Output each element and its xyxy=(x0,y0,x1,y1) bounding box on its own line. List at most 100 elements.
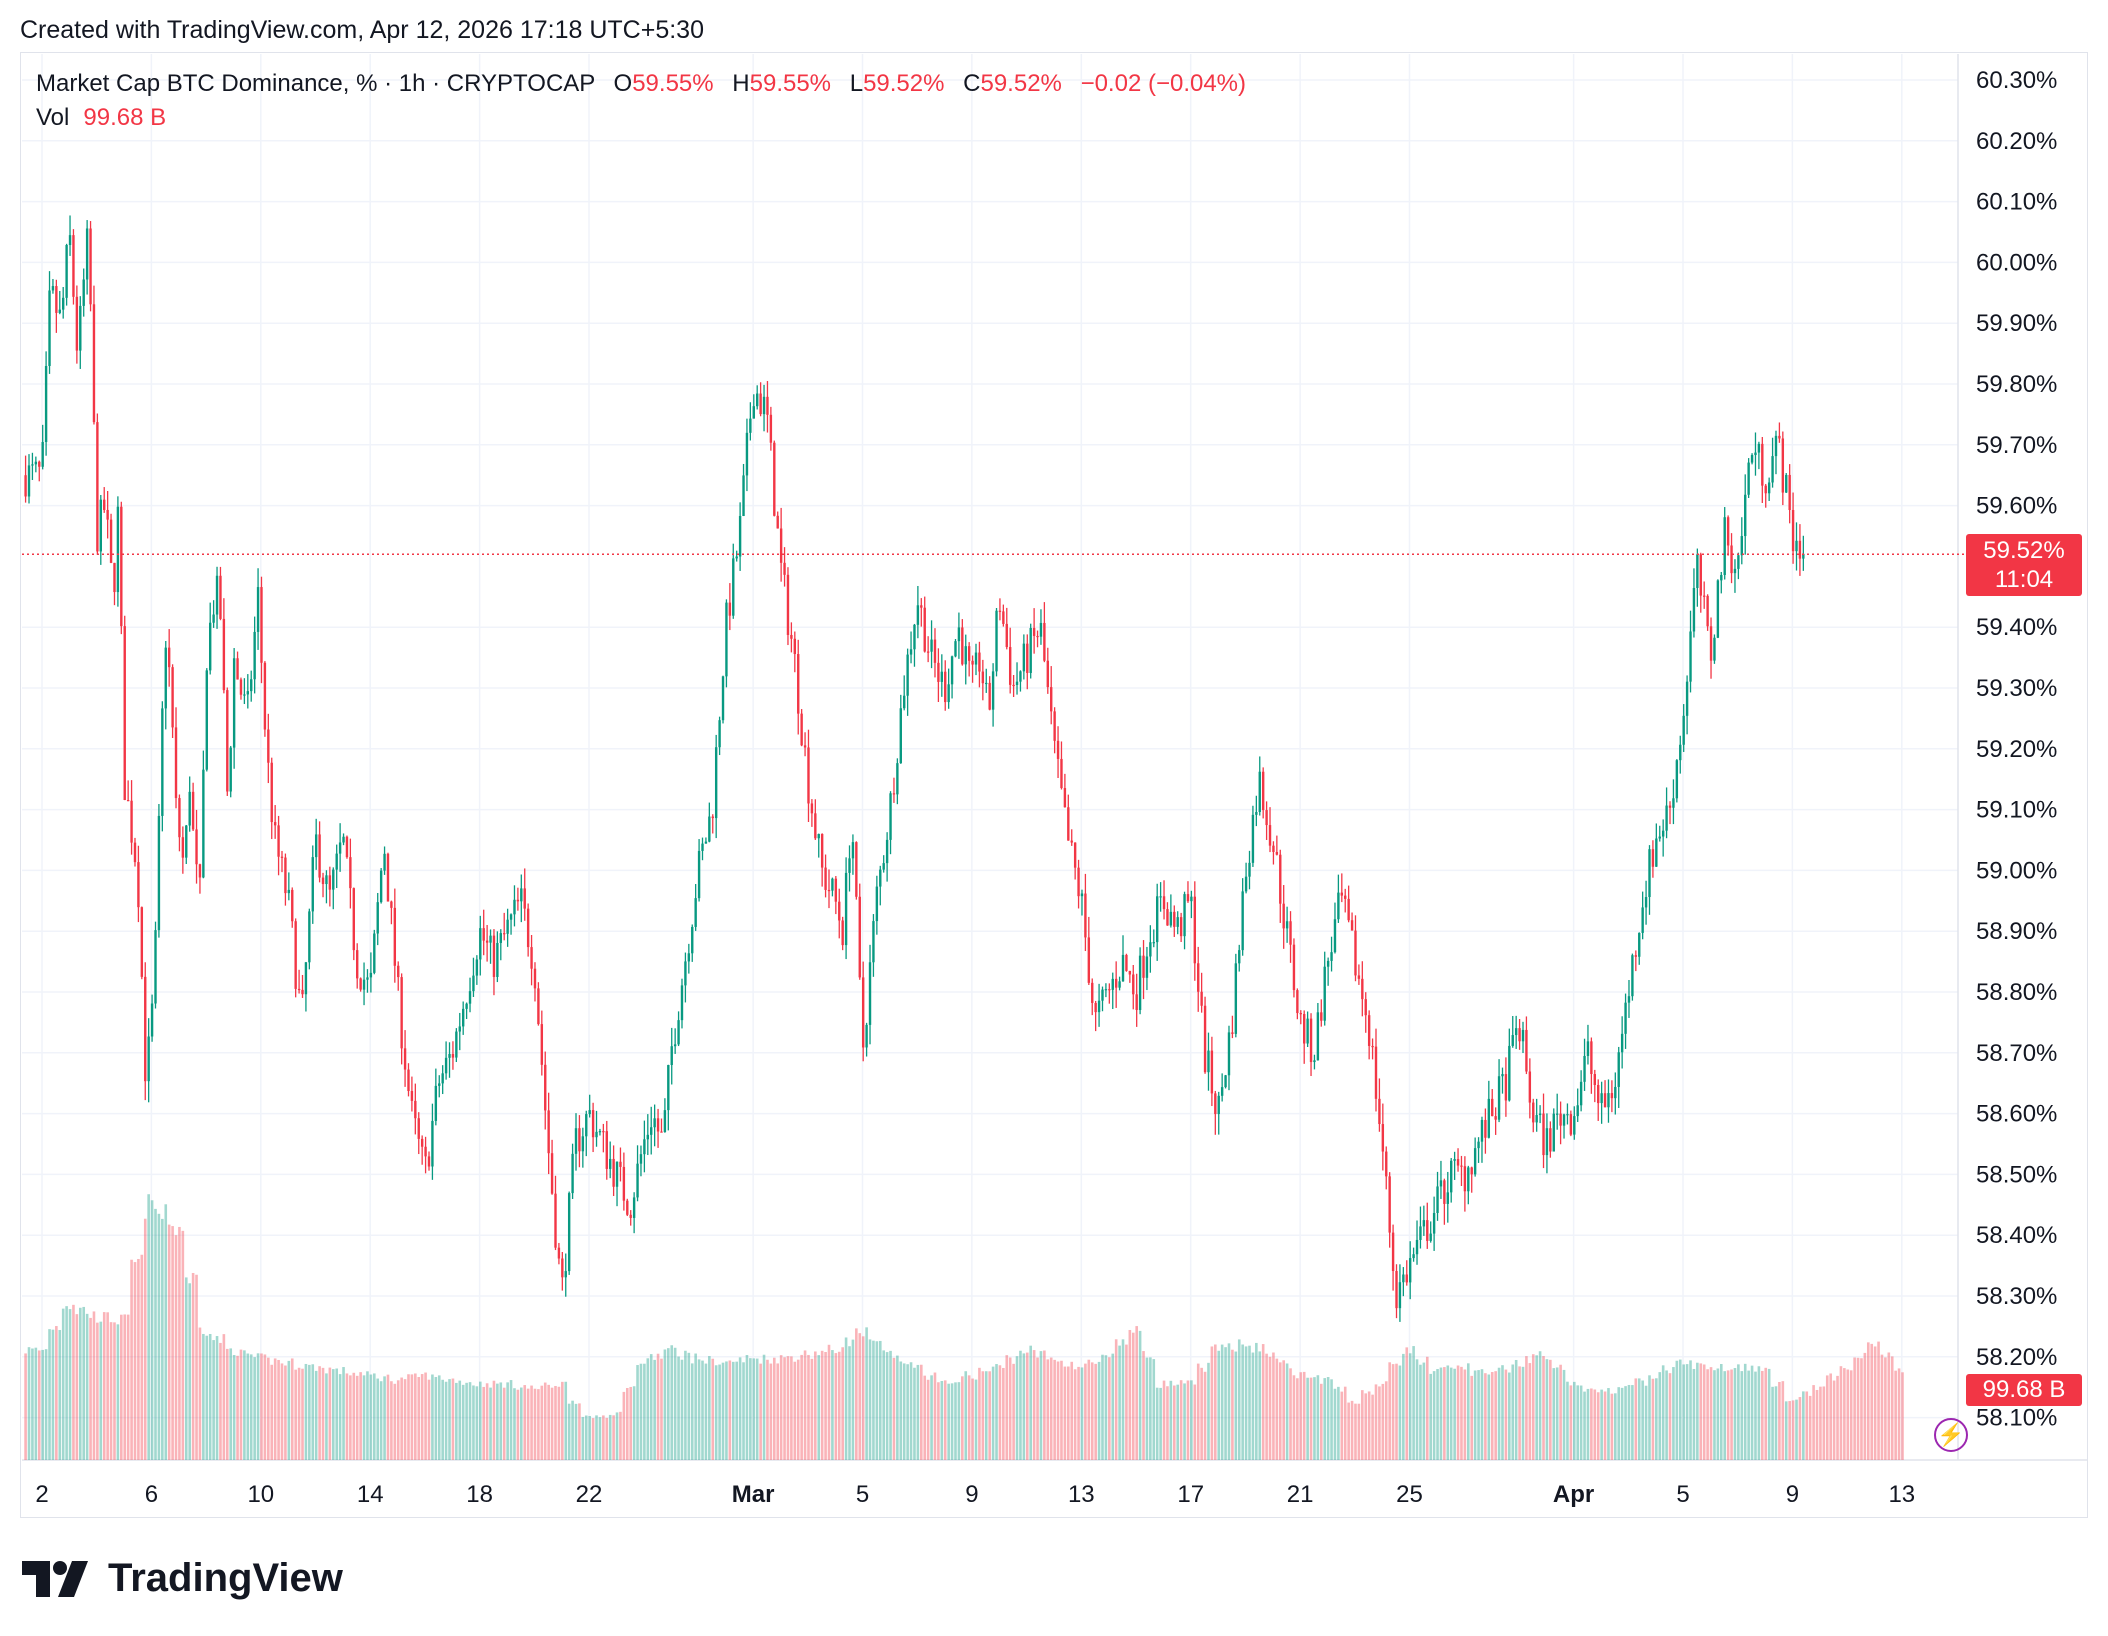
volume-bar xyxy=(1261,1344,1265,1460)
time-tick-label: 6 xyxy=(145,1481,158,1508)
candle-body xyxy=(359,978,362,990)
candle-body xyxy=(1378,1098,1381,1125)
candle-body xyxy=(441,1073,444,1084)
candle-body xyxy=(226,690,229,792)
volume-bar xyxy=(1275,1358,1279,1460)
volume-bar xyxy=(1350,1400,1354,1460)
volume-bar xyxy=(1244,1346,1248,1460)
volume-bar xyxy=(694,1353,697,1460)
candle-body xyxy=(1747,462,1750,495)
volume-bar xyxy=(1877,1341,1880,1460)
volume-bar xyxy=(1237,1339,1241,1460)
candle-body xyxy=(629,1214,632,1218)
candle-body xyxy=(1261,771,1265,811)
candle-body xyxy=(807,747,810,804)
volume-bar xyxy=(1501,1365,1504,1460)
volume-bar xyxy=(1193,1384,1197,1460)
candle-body xyxy=(55,286,58,313)
volume-bar xyxy=(1716,1368,1720,1460)
volume-bar xyxy=(605,1417,609,1460)
volume-bar xyxy=(1542,1356,1545,1460)
volume-bar xyxy=(1422,1362,1426,1460)
volume-bar xyxy=(516,1389,520,1460)
volume-bar xyxy=(301,1368,304,1460)
volume-bar xyxy=(995,1364,998,1460)
volume-bar xyxy=(629,1386,633,1460)
volume-bar xyxy=(1002,1367,1005,1460)
candle-body xyxy=(431,1120,434,1167)
price-tick-label: 58.60% xyxy=(1976,1101,2057,1128)
candle-body xyxy=(472,975,475,992)
candle-body xyxy=(1350,920,1354,931)
candle-body xyxy=(861,977,865,1048)
volume-bar xyxy=(222,1334,226,1460)
candle-body xyxy=(438,1083,441,1086)
volume-bar xyxy=(1097,1361,1101,1460)
candle-body xyxy=(1733,568,1737,574)
candle-body xyxy=(622,1166,626,1201)
candle-body xyxy=(694,898,697,927)
candle-body xyxy=(639,1154,643,1164)
candle-body xyxy=(1798,540,1802,559)
volume-bar xyxy=(831,1350,834,1460)
price-tick-label: 58.90% xyxy=(1976,918,2057,945)
candle-body xyxy=(650,1127,653,1135)
volume-bar xyxy=(588,1415,591,1460)
volume-bar xyxy=(178,1226,181,1460)
volume-bar xyxy=(950,1383,954,1460)
volume-bar xyxy=(1743,1363,1747,1460)
volume-bar xyxy=(1771,1386,1774,1460)
volume-bar xyxy=(875,1341,879,1460)
tradingview-brand[interactable]: TradingView xyxy=(22,1556,343,1601)
candle-body xyxy=(195,829,198,865)
candle-body xyxy=(998,610,1002,612)
volume-bar xyxy=(964,1371,968,1460)
candle-body xyxy=(434,1085,438,1121)
candle-body xyxy=(1391,1232,1395,1271)
candle-body xyxy=(656,1118,660,1132)
candle-body xyxy=(468,991,472,1004)
symbol-legend[interactable]: Market Cap BTC Dominance, % · 1h · CRYPT… xyxy=(36,70,1246,98)
volume-bar xyxy=(602,1415,605,1460)
time-tick-label: Mar xyxy=(732,1481,775,1508)
candle-body xyxy=(1114,978,1118,988)
volume-bar xyxy=(1706,1369,1709,1460)
volume-bar xyxy=(1384,1381,1388,1460)
volume-legend[interactable]: Vol 99.68 B xyxy=(36,104,166,132)
volume-bar xyxy=(841,1347,844,1460)
volume-bar xyxy=(1162,1380,1166,1460)
candle-body xyxy=(663,1110,667,1133)
volume-bar xyxy=(1832,1380,1836,1460)
high-value: 59.55% xyxy=(749,70,832,97)
candle-body xyxy=(732,558,735,616)
candle-body xyxy=(1128,970,1132,975)
candle-body xyxy=(1460,1165,1463,1167)
candle-body xyxy=(1135,994,1138,1011)
price-tick-label: 60.30% xyxy=(1976,67,2057,94)
volume-bar xyxy=(55,1326,58,1460)
volume-bar xyxy=(1183,1383,1186,1460)
volume-bar xyxy=(1521,1366,1525,1460)
candle-body xyxy=(1036,635,1039,638)
volume-bar xyxy=(1870,1343,1874,1460)
candle-body xyxy=(171,667,174,728)
volume-bar xyxy=(113,1322,116,1460)
volume-bar xyxy=(574,1403,578,1460)
volume-bar xyxy=(752,1358,756,1460)
candle-body xyxy=(144,976,147,1082)
volume-bar xyxy=(971,1378,974,1460)
time-tick-label: 25 xyxy=(1396,1481,1423,1508)
candle-body xyxy=(643,1139,646,1155)
volume-bar xyxy=(195,1274,198,1460)
volume-bar xyxy=(790,1356,793,1460)
candle-body xyxy=(461,1008,465,1027)
volume-bar xyxy=(793,1361,797,1460)
lightning-icon[interactable]: ⚡ xyxy=(1934,1418,1968,1452)
symbol-title[interactable]: Market Cap BTC Dominance, % · 1h · CRYPT… xyxy=(36,70,595,97)
candle-body xyxy=(1176,917,1179,927)
volume-bar xyxy=(1166,1386,1169,1460)
volume-bar xyxy=(742,1362,745,1460)
volume-bar xyxy=(882,1350,885,1460)
time-tick-label: 13 xyxy=(1068,1481,1095,1508)
